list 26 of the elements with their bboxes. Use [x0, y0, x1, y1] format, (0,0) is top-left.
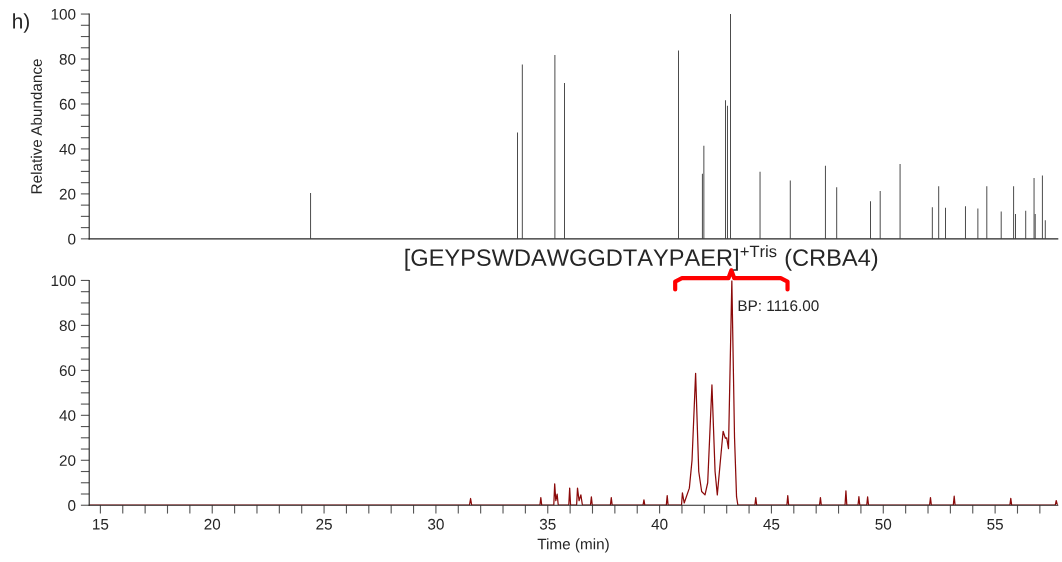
y-axis-title: Relative Abundance	[30, 59, 42, 194]
x-tick-label: 45	[763, 518, 780, 530]
y-tick-label: 80	[59, 53, 76, 65]
x-tick-label: 40	[651, 518, 668, 530]
x-tick-label: 20	[204, 518, 221, 530]
y-tick-label: 40	[59, 143, 76, 155]
y-tick-label: 60	[59, 98, 76, 110]
y-tick-label: 40	[59, 410, 76, 421]
x-tick-label: 15	[93, 518, 109, 530]
y-tick-label: 0	[68, 233, 76, 245]
x-tick-label: 30	[428, 518, 444, 530]
y-tick-label: 100	[51, 8, 76, 20]
text: [GEYPSWDAWGGDTAYPAER]$^{+Tris}$ (CRBA4)	[405, 245, 878, 271]
x-tick-label: 35	[539, 518, 556, 530]
annotation: BP: 1116.00	[738, 300, 819, 312]
y-tick-label: 20	[59, 188, 76, 200]
y-tick-label: 20	[59, 455, 76, 466]
y-tick-label: 80	[59, 320, 76, 332]
x-tick-label: 50	[875, 518, 892, 530]
x-axis-title: Time (min)	[537, 538, 609, 553]
y-tick-label: 60	[59, 365, 76, 377]
y-tick-label: 100	[51, 275, 76, 287]
text: h)	[13, 13, 29, 33]
x-tick-label: 25	[316, 518, 332, 530]
y-tick-label: 0	[68, 500, 76, 511]
x-tick-label: 55	[987, 518, 1003, 530]
